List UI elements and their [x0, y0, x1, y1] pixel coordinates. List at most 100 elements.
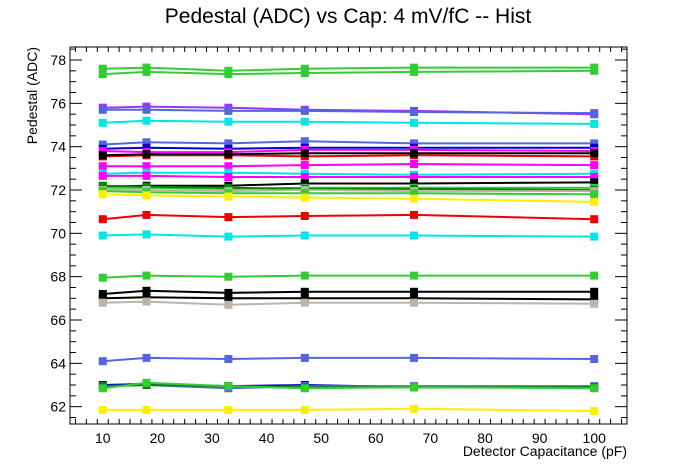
- x-axis: 10 20 30 40 50 60 70 80 90 100: [74, 47, 623, 446]
- data-point: [300, 64, 309, 73]
- data-point: [98, 70, 107, 79]
- series-line: [102, 154, 595, 158]
- x-axis-label: Detector Capacitance (pF): [463, 443, 627, 459]
- data-point: [98, 231, 107, 240]
- data-point: [300, 271, 309, 280]
- data-point: [142, 405, 151, 414]
- data-point: [224, 213, 233, 222]
- y-tick-label: 62: [50, 399, 66, 415]
- data-point: [410, 353, 418, 362]
- data-point: [224, 355, 233, 363]
- data-point: [300, 179, 309, 188]
- data-point: [410, 189, 418, 198]
- data-point: [300, 405, 309, 414]
- data-point: [590, 119, 599, 128]
- y-tick-label: 70: [50, 225, 66, 241]
- chart-title: Pedestal (ADC) vs Cap: 4 mV/fC -- Hist: [165, 5, 532, 28]
- data-point: [590, 384, 599, 393]
- data-point: [224, 168, 233, 177]
- data-point: [142, 63, 151, 72]
- data-point: [142, 210, 151, 219]
- data-point: [410, 108, 418, 116]
- data-point: [98, 294, 107, 303]
- data-point: [410, 383, 418, 392]
- data-point: [410, 271, 418, 280]
- series-line: [102, 193, 595, 203]
- data-point: [410, 149, 418, 158]
- data-point: [410, 118, 418, 127]
- x-tick-label: 30: [204, 430, 220, 446]
- data-point: [300, 231, 309, 240]
- series-line: [102, 174, 595, 178]
- series-line: [102, 162, 595, 168]
- data-point: [300, 384, 309, 393]
- data-point: [98, 190, 107, 199]
- series-line: [102, 300, 595, 306]
- data-point: [224, 405, 233, 414]
- series-line: [102, 190, 595, 196]
- data-point: [98, 357, 107, 366]
- y-axis-label: Pedestal (ADC): [24, 47, 40, 144]
- x-tick-label: 70: [423, 430, 439, 446]
- data-point: [300, 137, 309, 146]
- data-point: [410, 210, 418, 219]
- data-point: [590, 161, 599, 170]
- data-point: [300, 287, 309, 296]
- data-point: [142, 191, 151, 200]
- series-line: [102, 213, 595, 221]
- data-point: [142, 67, 151, 76]
- data-point: [300, 106, 309, 115]
- data-point: [98, 162, 107, 171]
- data-point: [224, 70, 233, 79]
- series-line: [102, 233, 595, 238]
- x-tick-label: 20: [150, 430, 166, 446]
- data-point: [98, 290, 107, 298]
- y-tick-label: 76: [50, 95, 66, 111]
- data-point: [224, 300, 233, 309]
- data-point: [300, 117, 309, 126]
- series-line: [102, 296, 595, 301]
- y-tick-label: 68: [50, 269, 66, 285]
- data-point: [224, 162, 233, 171]
- data-point: [590, 355, 599, 363]
- data-point: [98, 147, 107, 155]
- data-point: [300, 189, 309, 198]
- series-line: [102, 188, 595, 193]
- data-point: [98, 140, 107, 149]
- data-point: [590, 178, 599, 187]
- data-point: [410, 298, 418, 307]
- data-point: [224, 288, 233, 297]
- y-tick-label: 74: [50, 139, 66, 155]
- y-tick-label: 78: [50, 52, 66, 68]
- series-line: [102, 274, 595, 279]
- data-point: [410, 179, 418, 188]
- data-point: [410, 63, 418, 72]
- data-point: [142, 297, 151, 306]
- data-point: [142, 138, 151, 147]
- data-point: [300, 193, 309, 202]
- series-line: [102, 152, 595, 157]
- series-line: [102, 119, 595, 125]
- data-point: [224, 150, 233, 159]
- data-point: [98, 171, 107, 180]
- data-point: [224, 106, 233, 115]
- data-point: [590, 190, 599, 199]
- data-point: [98, 64, 107, 73]
- data-point: [98, 181, 107, 190]
- data-point: [98, 151, 107, 160]
- data-point: [590, 197, 599, 206]
- data-point: [224, 139, 233, 148]
- y-axis: 62 64 66 68 70 72 74 76 78: [50, 48, 627, 418]
- data-point: [590, 287, 599, 296]
- data-point: [410, 160, 418, 168]
- data-point: [142, 143, 151, 152]
- data-point: [590, 407, 599, 415]
- data-point: [224, 232, 233, 241]
- x-tick-label: 80: [477, 430, 493, 446]
- data-point: [590, 215, 599, 224]
- data-point: [300, 298, 309, 307]
- series-line: [102, 181, 595, 188]
- data-point: [142, 162, 151, 171]
- series-line: [102, 69, 595, 76]
